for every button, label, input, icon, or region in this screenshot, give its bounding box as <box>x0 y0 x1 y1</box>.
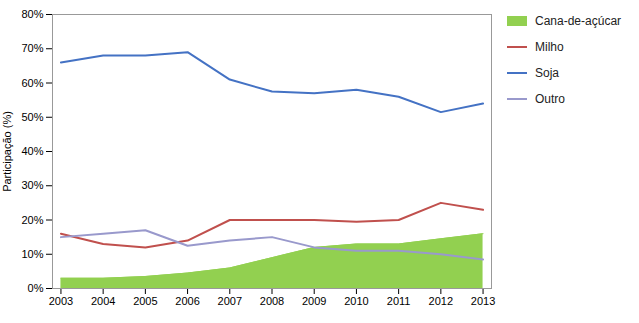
html-text:Cana-de-açúcar: Cana-de-açúcar <box>535 14 621 28</box>
html-text:Soja: Soja <box>535 66 559 80</box>
svg-text:2007: 2007 <box>218 295 242 307</box>
svg-text:2003: 2003 <box>49 295 73 307</box>
svg-text:2005: 2005 <box>133 295 157 307</box>
svg-text:2011: 2011 <box>387 295 411 307</box>
svg-text:30%: 30% <box>21 179 43 191</box>
svg-text:70%: 70% <box>21 42 43 54</box>
svg-text:2004: 2004 <box>91 295 115 307</box>
svg-text:40%: 40% <box>21 145 43 157</box>
svg-text:2012: 2012 <box>429 295 453 307</box>
svg-text:Participação (%): Participação (%) <box>1 111 13 192</box>
svg-text:2008: 2008 <box>260 295 284 307</box>
svg-text:20%: 20% <box>21 214 43 226</box>
svg-text:10%: 10% <box>21 248 43 260</box>
svg-text:2009: 2009 <box>302 295 326 307</box>
svg-text:80%: 80% <box>21 8 43 20</box>
svg-text:60%: 60% <box>21 77 43 89</box>
svg-text:2006: 2006 <box>175 295 199 307</box>
html-text:Milho: Milho <box>535 40 564 54</box>
svg-text:50%: 50% <box>21 111 43 123</box>
svg-text:0%: 0% <box>28 282 44 294</box>
svg-text:2010: 2010 <box>344 295 368 307</box>
html-text:Outro: Outro <box>535 92 565 106</box>
svg-text:2013: 2013 <box>471 295 495 307</box>
